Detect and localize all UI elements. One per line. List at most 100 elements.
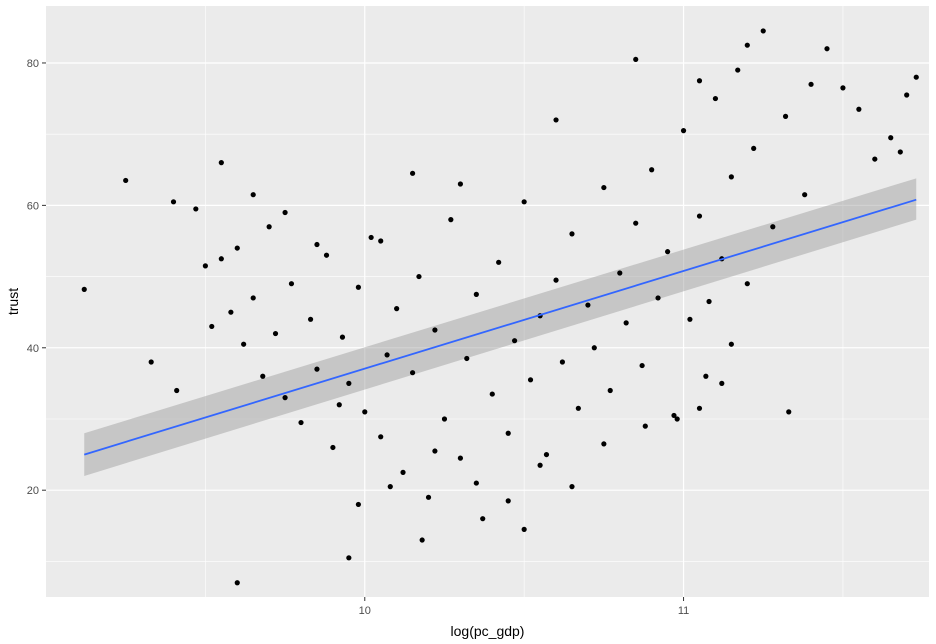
- data-point: [314, 241, 320, 248]
- data-point: [193, 206, 199, 212]
- data-point: [473, 291, 479, 297]
- data-point: [591, 345, 597, 351]
- data-point: [202, 263, 208, 269]
- data-point: [123, 177, 129, 184]
- data-point: [148, 359, 154, 365]
- data-point: [288, 281, 295, 287]
- data-point: [174, 387, 180, 394]
- data-point: [387, 484, 393, 490]
- data-point: [464, 355, 470, 362]
- data-point: [770, 224, 776, 230]
- data-point: [786, 409, 792, 415]
- data-point: [432, 448, 438, 454]
- data-point: [575, 405, 581, 411]
- data-point: [840, 85, 846, 91]
- data-point: [601, 184, 607, 191]
- grid-lines: [46, 6, 929, 597]
- data-point: [218, 160, 224, 166]
- data-point: [346, 555, 352, 561]
- data-point: [553, 117, 559, 123]
- data-point: [250, 295, 256, 301]
- data-point: [527, 377, 534, 383]
- data-point: [521, 199, 527, 205]
- data-point: [687, 316, 693, 322]
- data-point: [680, 128, 687, 134]
- data-point: [639, 362, 645, 369]
- data-point: [665, 249, 671, 255]
- data-point: [824, 46, 830, 52]
- points-layer: [81, 28, 919, 586]
- x-tick-label: 10: [359, 605, 371, 617]
- data-point: [719, 380, 725, 386]
- data-point: [744, 281, 750, 287]
- x-axis-title: log(pc_gdp): [451, 623, 525, 639]
- data-point: [553, 277, 559, 283]
- data-point: [339, 334, 346, 340]
- data-point: [218, 256, 224, 262]
- data-point: [703, 373, 709, 379]
- data-point: [409, 370, 416, 376]
- data-point: [808, 81, 814, 87]
- data-point: [655, 295, 661, 301]
- data-point: [473, 480, 479, 486]
- data-point: [272, 330, 279, 337]
- data-point: [457, 181, 464, 187]
- data-point: [170, 199, 177, 205]
- data-point: [872, 156, 878, 162]
- data-point: [384, 352, 390, 358]
- fit-line: [83, 198, 917, 456]
- data-point: [416, 273, 422, 280]
- data-point: [537, 462, 543, 468]
- y-tick-label: 20: [27, 485, 39, 497]
- data-point: [457, 455, 464, 461]
- data-point: [744, 42, 750, 48]
- data-point: [323, 252, 330, 258]
- data-point: [441, 416, 448, 422]
- data-point: [266, 224, 272, 230]
- data-point: [496, 259, 502, 265]
- data-point: [782, 113, 789, 119]
- data-point: [282, 209, 288, 216]
- data-point: [617, 270, 623, 276]
- data-point: [432, 327, 438, 333]
- data-point: [355, 284, 361, 290]
- data-point: [368, 234, 374, 241]
- data-point: [425, 494, 432, 500]
- data-point: [409, 170, 416, 176]
- data-point: [751, 145, 757, 152]
- data-point: [706, 298, 712, 305]
- data-point: [802, 192, 808, 198]
- data-point: [480, 516, 486, 522]
- data-point: [712, 95, 719, 102]
- data-point: [355, 501, 361, 508]
- data-point: [569, 231, 575, 237]
- data-point: [649, 167, 655, 173]
- data-point: [521, 526, 527, 532]
- data-point: [543, 451, 550, 458]
- data-point: [897, 149, 903, 155]
- data-point: [234, 245, 240, 251]
- data-point: [346, 380, 352, 386]
- data-point: [674, 416, 680, 422]
- data-point: [362, 409, 368, 415]
- data-point: [913, 74, 919, 80]
- data-point: [330, 444, 336, 451]
- data-point: [511, 338, 518, 344]
- data-point: [888, 135, 894, 141]
- data-point: [904, 92, 910, 98]
- data-point: [448, 217, 454, 223]
- y-axis-title: trust: [5, 288, 21, 315]
- data-point: [671, 412, 677, 419]
- plot-panel: [46, 6, 929, 597]
- data-point: [559, 359, 566, 365]
- data-point: [419, 537, 425, 543]
- data-point: [489, 391, 495, 397]
- data-point: [601, 441, 607, 447]
- data-point: [378, 434, 384, 440]
- data-point: [378, 238, 384, 244]
- data-point: [642, 423, 648, 429]
- data-point: [336, 402, 342, 408]
- data-point: [250, 192, 256, 198]
- data-point: [228, 309, 234, 315]
- data-point: [728, 341, 734, 347]
